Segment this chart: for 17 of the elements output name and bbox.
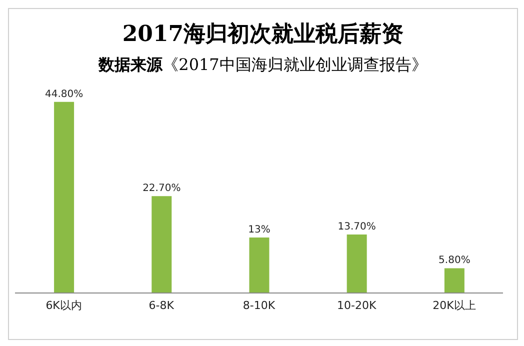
- bar: [54, 102, 74, 293]
- chart-title: 2017海归初次就业税后薪资: [121, 20, 405, 49]
- bar: [249, 238, 270, 293]
- data-label: 44.80%: [44, 88, 84, 100]
- x-tick-label: 20K以上: [432, 298, 476, 312]
- data-label: 13%: [248, 224, 270, 236]
- x-tick-label: 6-8K: [148, 298, 175, 312]
- data-label: 5.80%: [438, 255, 470, 266]
- chart-subtitle: 数据来源《2017中国海归就业创业调查报告》: [97, 55, 428, 76]
- x-tick-label: 6K以内: [46, 298, 82, 312]
- x-tick-label: 10-20K: [337, 298, 377, 312]
- bar: [152, 196, 172, 293]
- bar: [444, 268, 464, 293]
- data-label: 22.70%: [142, 183, 181, 194]
- data-label: 13.70%: [338, 222, 376, 233]
- x-tick-label: 8-10K: [242, 298, 276, 312]
- bar: [346, 234, 367, 293]
